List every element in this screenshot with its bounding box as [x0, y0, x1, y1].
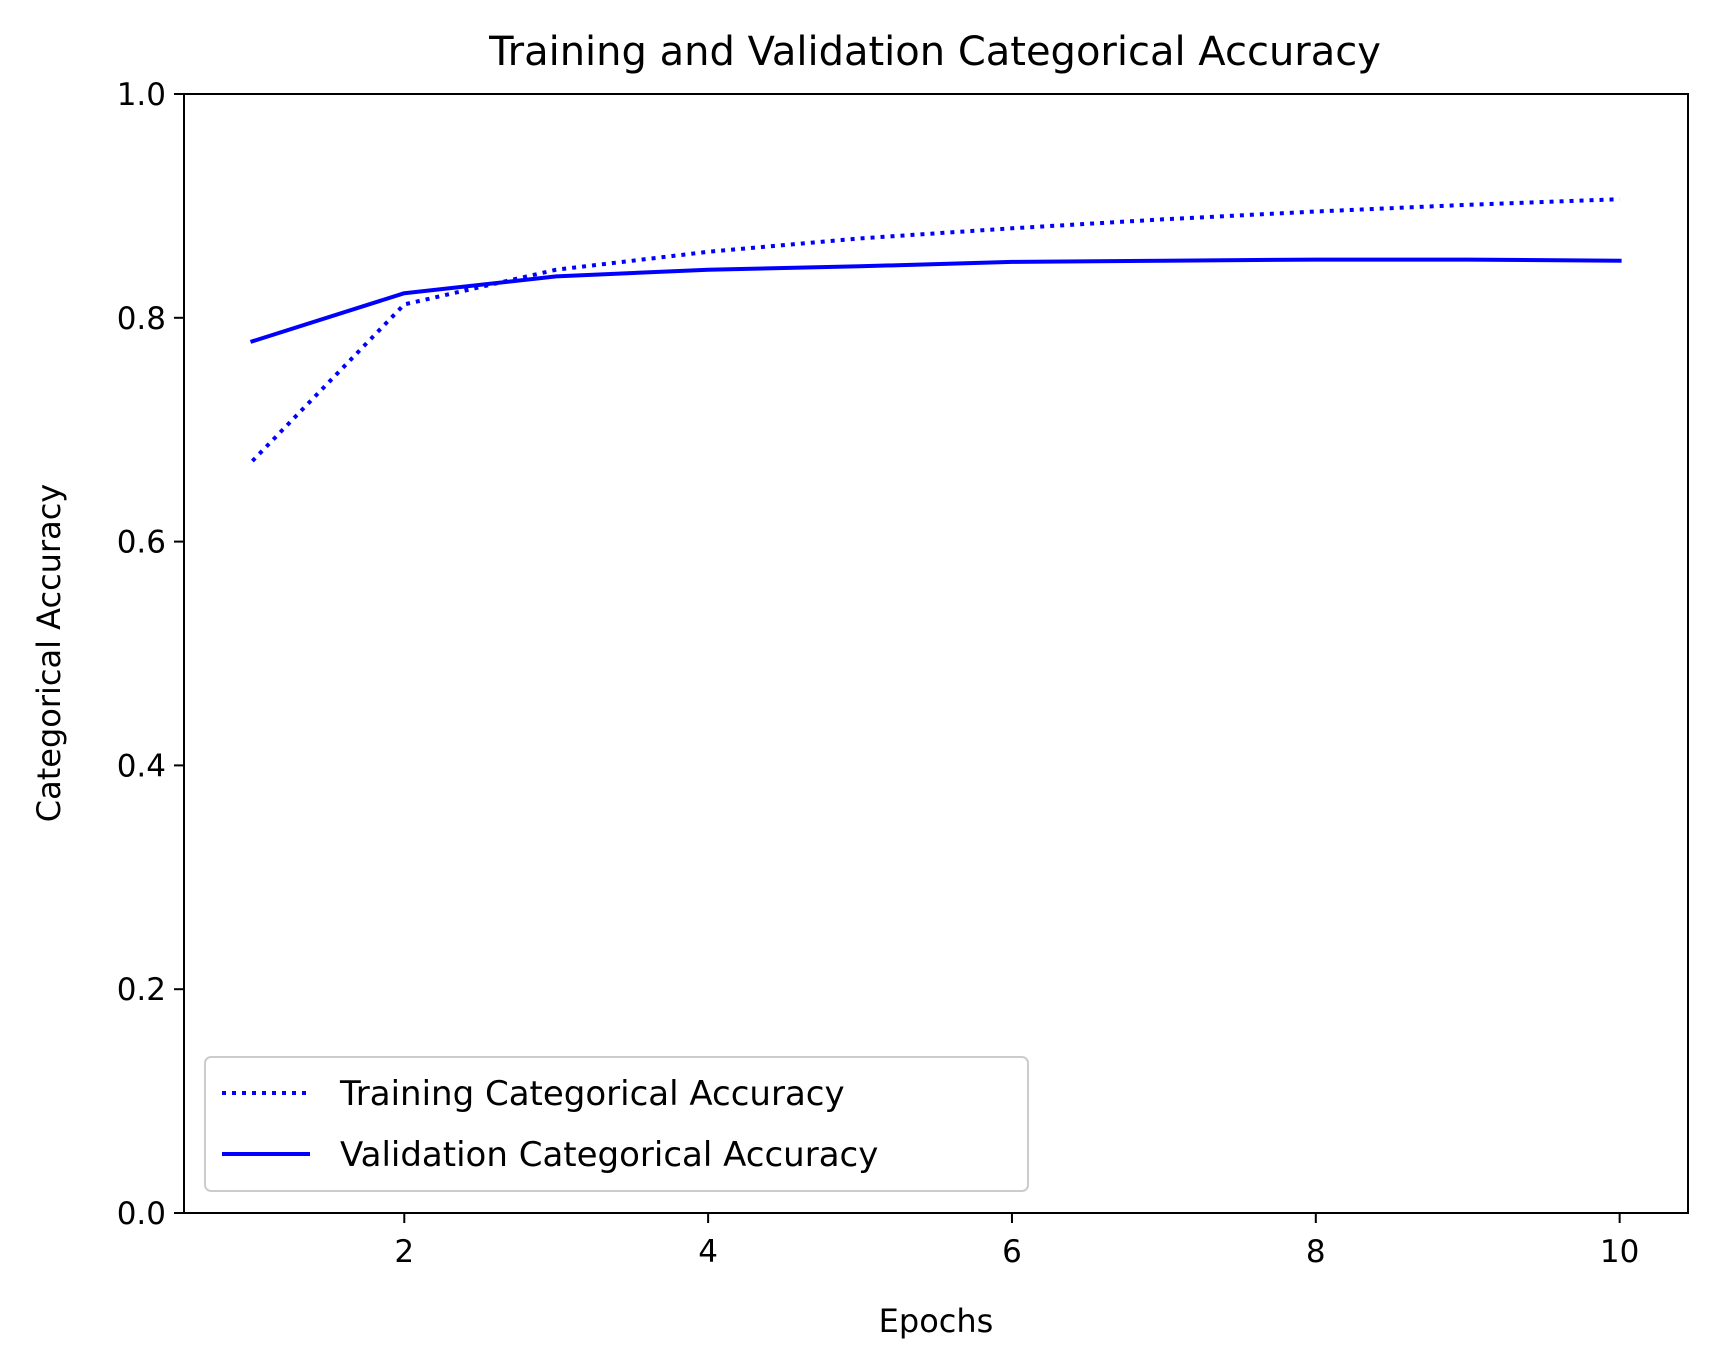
y-tick-label: 1.0 [117, 77, 166, 113]
y-tick-label: 0.2 [117, 972, 166, 1008]
plot-frame [183, 93, 1689, 1214]
legend-box [204, 1056, 1029, 1192]
series-line-training [250, 197, 1620, 463]
plot-background [184, 94, 1688, 1213]
x-tick-label: 4 [698, 1234, 718, 1270]
x-tick-label: 2 [394, 1234, 414, 1270]
y-axis: 0.0 0.2 0.4 0.6 0.8 1.0 [117, 77, 184, 1232]
y-axis-label: Categorical Accuracy [30, 484, 68, 822]
chart-title: Training and Validation Categorical Accu… [488, 29, 1381, 75]
x-tick-label: 10 [1600, 1234, 1639, 1270]
legend-label-training: Training Categorical Accuracy [339, 1074, 845, 1114]
plot-area [183, 93, 1689, 1214]
x-axis: 2 4 6 8 10 [394, 1213, 1639, 1270]
y-tick-label: 0.6 [117, 525, 166, 561]
x-axis-label: Epochs [879, 1302, 994, 1340]
legend: Training Categorical Accuracy Validation… [204, 1056, 1029, 1192]
y-tick-label: 0.8 [117, 301, 166, 337]
y-tick-label: 0.0 [117, 1196, 166, 1232]
y-tick-label: 0.4 [117, 748, 166, 784]
series-layer [249, 197, 1622, 463]
legend-label-validation: Validation Categorical Accuracy [340, 1135, 878, 1175]
series-line-validation [249, 257, 1622, 344]
x-tick-label: 8 [1306, 1234, 1326, 1270]
x-tick-label: 6 [1002, 1234, 1022, 1270]
